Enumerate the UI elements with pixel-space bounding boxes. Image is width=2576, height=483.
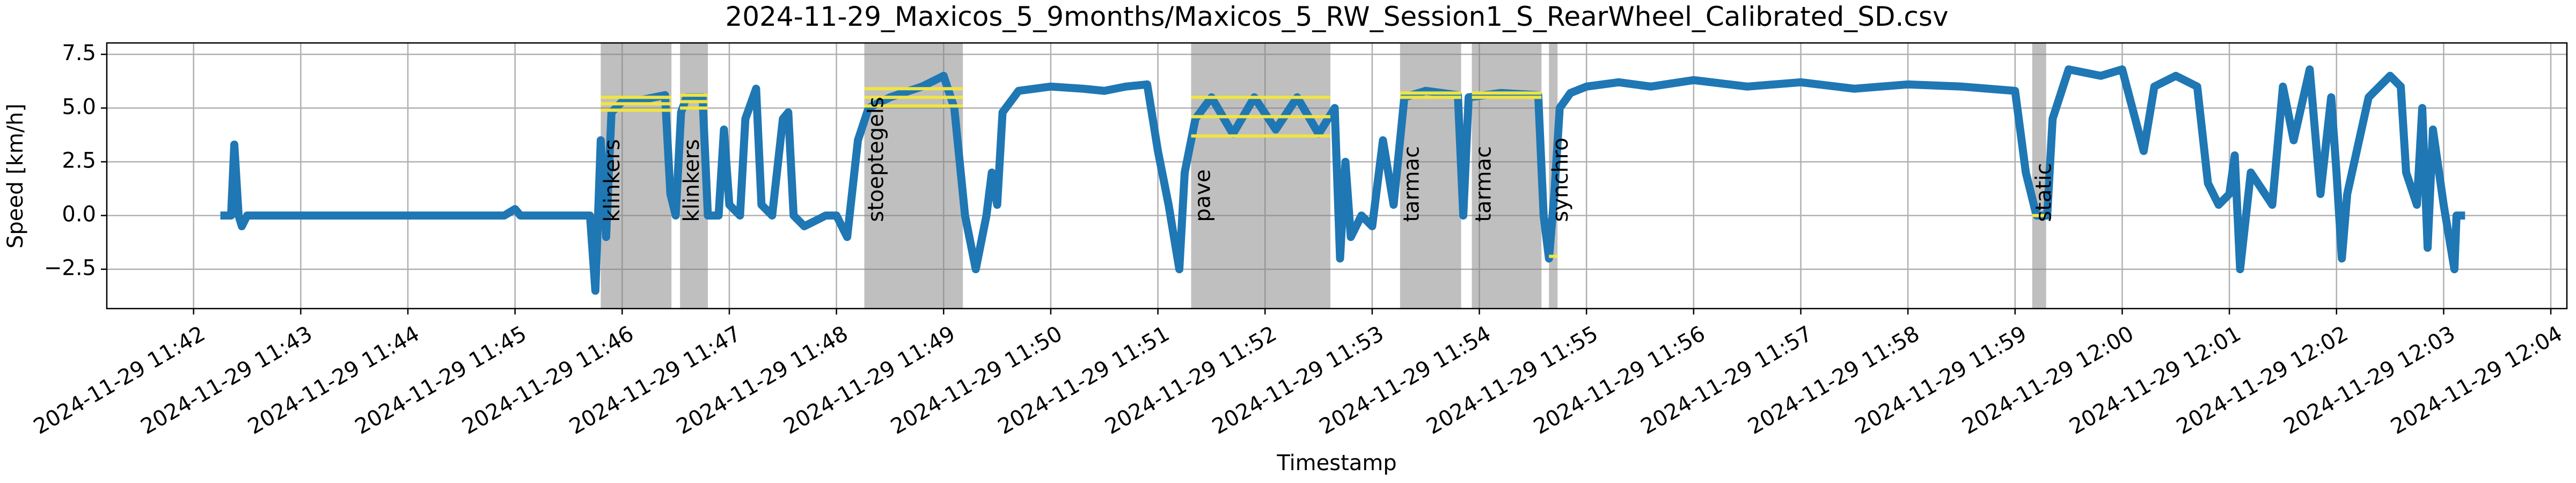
x-tick-label: 2024-11-29 11:58 [1744,321,1923,440]
y-tick-label: −2.5 [44,256,96,281]
x-tick-label: 2024-11-29 11:57 [1637,321,1817,440]
x-tick-label: 2024-11-29 12:04 [2387,321,2566,440]
axes-frame [106,42,2568,310]
region-label: klinkers [600,139,625,222]
y-tick-label: 2.5 [62,148,96,173]
y-axis-label: Speed [km/h] [3,104,28,248]
x-tick-label: 2024-11-29 12:02 [2172,321,2352,440]
y-tick-label: 5.0 [62,94,96,119]
x-tick-label: 2024-11-29 11:50 [887,321,1066,440]
y-tick-label: 0.0 [62,202,96,227]
region-label: klinkers [679,139,704,222]
region [1400,43,1461,309]
region-label: pave [1190,169,1215,222]
y-tick-label: 7.5 [62,41,96,65]
region-label: tarmac [1471,146,1496,222]
region [1472,43,1542,309]
region-label: static [2032,163,2057,222]
x-tick-label: 2024-11-29 11:43 [137,321,317,440]
x-tick-label: 2024-11-29 11:45 [351,321,531,440]
region-label: stoeptegels [863,97,888,222]
x-tick-label: 2024-11-29 12:00 [1958,321,2138,440]
x-tick-label: 2024-11-29 12:03 [2280,321,2460,440]
x-tick-label: 2024-11-29 11:52 [1101,321,1280,440]
x-tick-label: 2024-11-29 11:49 [780,321,960,440]
region-label: synchro [1548,137,1573,222]
x-tick-label: 2024-11-29 11:55 [1422,321,1602,440]
region-label: tarmac [1400,146,1424,222]
x-tick-label: 2024-11-29 11:46 [458,321,638,440]
chart-title: 2024-11-29_Maxicos_5_9months/Maxicos_5_R… [725,1,1948,32]
x-tick-label: 2024-11-29 11:42 [30,321,209,440]
x-axis-label: Timestamp [1276,451,1396,475]
x-tick-label: 2024-11-29 12:01 [2065,321,2245,440]
x-tick-label: 2024-11-29 11:53 [1208,321,1388,440]
region [2032,43,2046,309]
x-tick-label: 2024-11-29 11:59 [1851,321,2031,440]
x-tick-label: 2024-11-29 11:54 [1315,321,1495,440]
x-tick-label: 2024-11-29 11:47 [565,321,745,440]
x-tick-label: 2024-11-29 11:56 [1529,321,1709,440]
region [1191,43,1331,309]
x-tick-label: 2024-11-29 11:48 [672,321,852,440]
speed-line [220,65,2465,295]
x-tick-label: 2024-11-29 11:44 [244,321,423,440]
x-tick-label: 2024-11-29 11:51 [994,321,1174,440]
